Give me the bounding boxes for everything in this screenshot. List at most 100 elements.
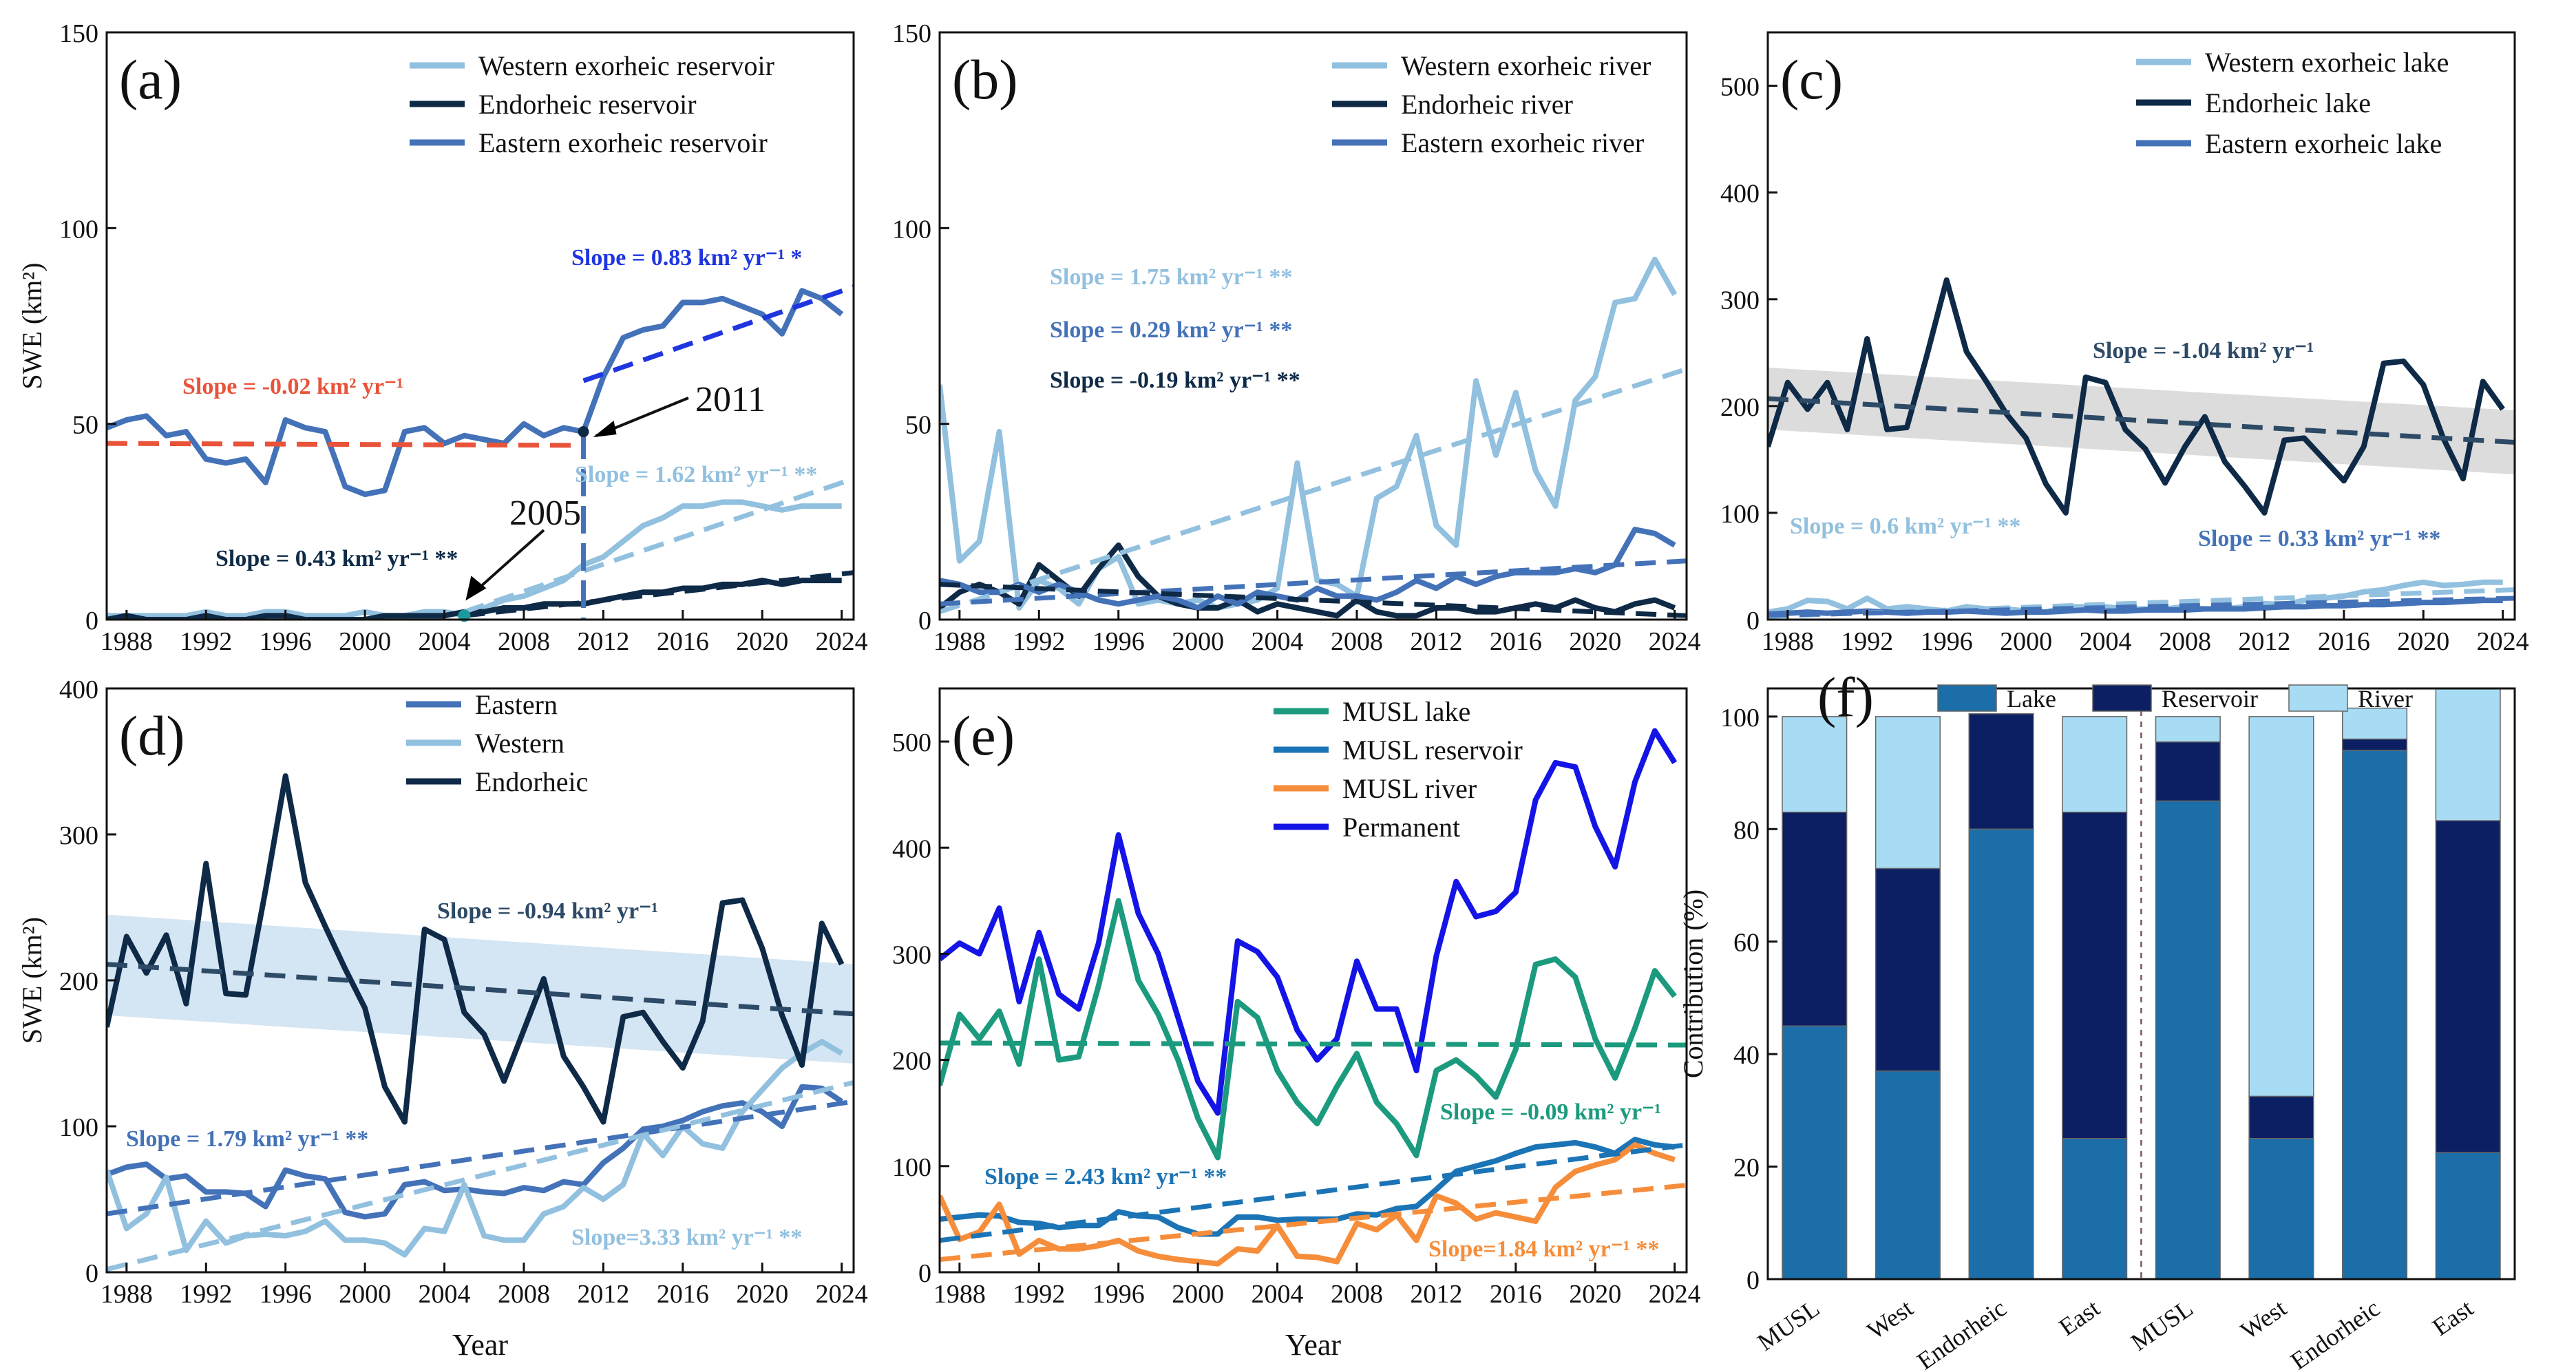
x-tick-label: 1992 (1013, 627, 1065, 656)
series-line-3 (940, 527, 1676, 611)
x-tick-label: 2024 (816, 627, 868, 656)
x-tick-label: 2004 (419, 627, 471, 656)
y-tick-label: 60 (1733, 929, 1760, 958)
y-axis-label: Contribution (%) (1678, 889, 1709, 1078)
category-label: Endorheic (2285, 1294, 2385, 1370)
trend-label: Slope = 0.33 km² yr⁻¹ ** (2198, 526, 2440, 551)
bar-segment-river (1782, 716, 1848, 813)
bar-segment-reservoir (2435, 820, 2501, 1153)
x-tick-label: 2000 (339, 627, 391, 656)
trend-label: Slope = -0.94 km² yr⁻¹ (437, 898, 658, 924)
x-tick-label: 1988 (101, 1280, 153, 1309)
bar-segment-lake (2155, 800, 2221, 1280)
legend-label: Western exorheic lake (2205, 47, 2449, 78)
x-tick-label: 2020 (1569, 627, 1621, 656)
x-tick-label: 2004 (1252, 1280, 1304, 1309)
panel-label: (e) (952, 704, 1015, 767)
panel-e: 0 100 200 300 400 500 1988 1992 1996 2000 2004 2008… (892, 687, 1701, 1362)
legend-label: Western exorheic river (1401, 50, 1651, 81)
category-label: MUSL (1753, 1294, 1825, 1356)
y-tick-label: 40 (1733, 1041, 1760, 1070)
x-tick-label: 1996 (1092, 627, 1145, 656)
series-line-3 (107, 288, 844, 498)
x-tick-label: 2020 (1569, 1280, 1621, 1309)
x-tick-label: 1988 (101, 627, 153, 656)
y-tick-label: 100 (892, 1153, 931, 1182)
legend-label: Permanent (1342, 812, 1460, 843)
x-tick-label: 1988 (933, 1280, 986, 1309)
y-tick-label: 0 (918, 1259, 931, 1288)
y-tick-label: 0 (85, 1259, 98, 1288)
y-tick-label: 500 (1720, 73, 1760, 102)
legend-label: Endorheic river (1401, 89, 1573, 120)
plot-frame (1766, 31, 2516, 621)
x-tick-label: 2016 (1490, 1280, 1542, 1309)
series-line-2 (107, 1039, 843, 1258)
x-tick-label: 1996 (260, 627, 312, 656)
bar-segment-lake (2062, 1137, 2128, 1280)
arrowhead-2011 (593, 421, 617, 438)
annotation-arrow-2005 (470, 529, 545, 596)
series-line-2 (107, 578, 842, 620)
x-tick-label: 2000 (2000, 627, 2052, 656)
legend-label: River (2358, 685, 2413, 713)
x-tick-label: 2024 (1649, 1280, 1701, 1309)
bar-segment-river (2248, 716, 2314, 1097)
category-label: East (2427, 1294, 2478, 1341)
x-tick-label: 2000 (339, 1280, 391, 1309)
legend-label: Lake (2007, 685, 2056, 713)
trend-label: Slope = 1.62 km² yr⁻¹ ** (575, 462, 817, 487)
y-tick-label: 150 (59, 19, 98, 48)
bar-segment-reservoir (2342, 738, 2408, 751)
panel-a: 2011 2005 0 50 100 150 1988 1992 1996 2000 2004 200… (17, 19, 868, 656)
y-tick-label: 100 (892, 215, 931, 244)
trendline-2 (940, 1142, 1687, 1243)
category-label: West (1862, 1294, 1918, 1345)
x-tick-label: 2012 (1410, 627, 1462, 656)
series-line-2 (1768, 277, 2505, 516)
plot-area (1768, 277, 2515, 619)
legend-label: MUSL river (1342, 773, 1477, 804)
y-tick-label: 20 (1733, 1154, 1760, 1183)
legend-label: Eastern exorheic reservoir (478, 127, 768, 158)
x-tick-label: 1996 (260, 1280, 312, 1309)
x-tick-label: 2012 (577, 627, 629, 656)
bar-segment-lake (1968, 828, 2034, 1280)
x-tick-label: 2016 (657, 627, 709, 656)
series-line-3 (107, 773, 845, 1125)
x-tick-label: 2008 (1331, 1280, 1383, 1309)
series-line-3 (940, 1141, 1676, 1267)
x-tick-label: 1992 (180, 1280, 232, 1309)
y-tick-label: 200 (1720, 393, 1760, 422)
x-tick-label: 2008 (1331, 627, 1383, 656)
confidence-band (1768, 367, 2515, 475)
plot-area (107, 773, 854, 1272)
annotation-label-2005: 2005 (509, 494, 581, 533)
y-tick-label: 80 (1733, 816, 1760, 845)
legend-label: Endorheic (475, 766, 588, 797)
x-tick-label: 2008 (498, 627, 550, 656)
panel-d: 0 100 200 300 400 1988 1992 1996 2000 2004 2008 201… (17, 675, 868, 1362)
bar-segment-lake (2342, 750, 2408, 1280)
plot-frame (105, 31, 855, 621)
breakpoint-2011-marker (578, 426, 589, 438)
y-tick-label: 0 (85, 607, 98, 635)
legend-label: Eastern exorheic lake (2205, 128, 2442, 159)
bar-segment-reservoir (2248, 1095, 2314, 1139)
x-tick-label: 2020 (736, 1280, 788, 1309)
y-tick-label: 100 (1720, 704, 1760, 733)
trend-label: Slope = 1.79 km² yr⁻¹ ** (126, 1126, 368, 1152)
x-tick-label: 1996 (1092, 1280, 1145, 1309)
y-tick-label: 100 (59, 215, 98, 244)
x-tick-label: 2020 (736, 627, 788, 656)
category-label: West (2235, 1294, 2291, 1345)
y-tick-label: 0 (1746, 1266, 1760, 1295)
annotation-label-2011: 2011 (695, 380, 766, 419)
x-axis-label: Year (1285, 1328, 1341, 1362)
x-tick-label: 1992 (180, 627, 232, 656)
legend-label: Eastern exorheic river (1401, 127, 1644, 158)
category-label: East (2054, 1294, 2105, 1341)
x-tick-label: 2000 (1172, 1280, 1224, 1309)
bar-segment-reservoir (2155, 741, 2221, 802)
bar-segment-river (2062, 716, 2128, 813)
